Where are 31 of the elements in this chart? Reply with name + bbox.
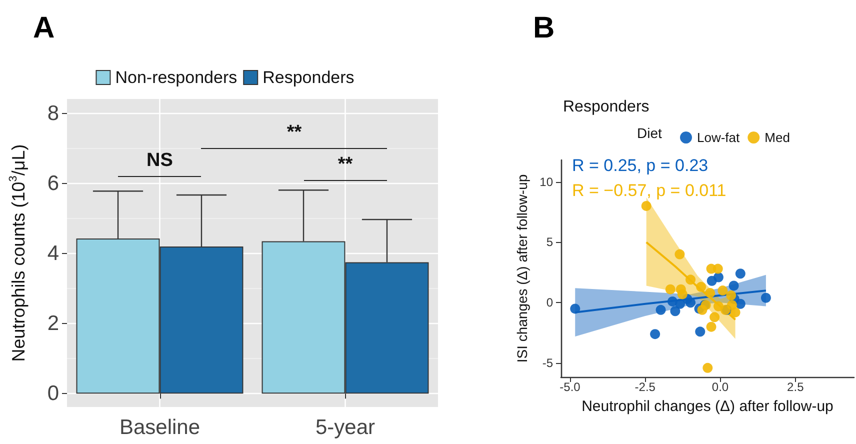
legend-label: Low-fat (697, 130, 740, 145)
y-tick-label: 0 (47, 382, 59, 406)
y-axis-title: Neutrophils counts (103/μL) (8, 144, 28, 362)
y-tick-label: 0 (546, 296, 554, 310)
chart-title: A (33, 12, 55, 44)
annotation: ** (338, 154, 353, 176)
chart-subtitle: Responders (563, 98, 650, 116)
y-tick-label: 5 (546, 235, 554, 250)
legend-label: Responders (262, 68, 354, 87)
annotation: R = −0.57, p = 0.011 (572, 181, 726, 200)
legend-label: Non-responders (115, 68, 238, 87)
x-tick-label: 0.0 (712, 380, 729, 394)
annotation: ** (286, 122, 302, 144)
y-tick-label: 4 (47, 242, 60, 266)
x-tick-label: 5-year (315, 416, 376, 439)
x-tick-label: -5.0 (560, 380, 581, 394)
annotation: NS (146, 150, 173, 172)
y-tick-label: 8 (47, 102, 59, 125)
legend-label: Med (764, 130, 790, 145)
x-tick-label: 2.5 (787, 380, 804, 394)
x-tick-label: Baseline (119, 416, 200, 439)
y-tick-label: 2 (47, 312, 59, 336)
chart-title: B (533, 12, 555, 44)
y-tick-label: -5 (542, 356, 554, 370)
legend-title: Diet (637, 125, 662, 141)
x-axis-title: Neutrophil changes (Δ) after follow-up (582, 398, 834, 415)
y-tick-label: 10 (540, 174, 554, 189)
x-tick-label: -2.5 (634, 380, 656, 394)
annotation: R = 0.25, p = 0.23 (572, 156, 708, 175)
y-axis-title: ISI changes (Δ) after follow-up (514, 174, 530, 363)
y-tick-label: 6 (47, 172, 59, 195)
